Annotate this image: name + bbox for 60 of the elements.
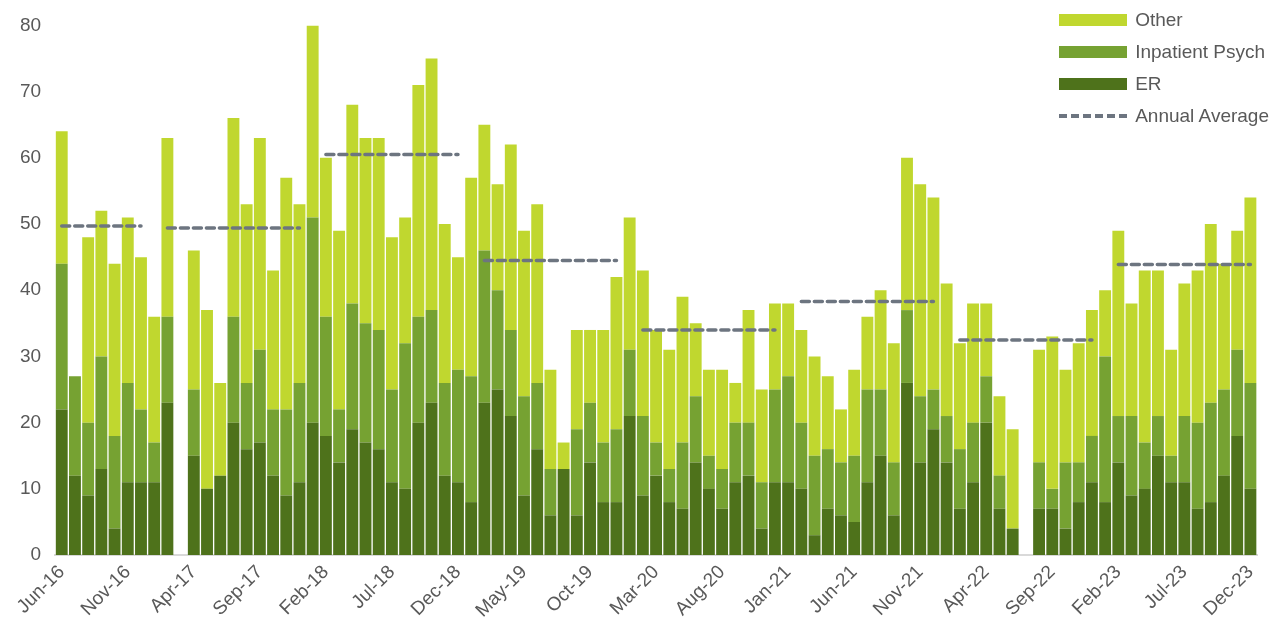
legend-label: Annual Average: [1135, 105, 1269, 127]
bar: [161, 137, 174, 317]
bar: [874, 389, 887, 456]
bar: [425, 310, 438, 403]
bar: [901, 310, 913, 383]
bar: [676, 442, 689, 509]
legend-label: Inpatient Psych: [1135, 41, 1266, 63]
bar: [993, 396, 1006, 476]
bar: [755, 482, 768, 529]
bar: [980, 376, 993, 423]
bar: [676, 508, 689, 556]
bar: [1125, 303, 1138, 417]
bar: [293, 382, 306, 483]
y-tick-label: 40: [19, 278, 42, 300]
bar: [1059, 528, 1072, 556]
y-tick-label: 80: [19, 13, 42, 35]
bar: [676, 296, 689, 443]
bar: [887, 462, 900, 516]
bar: [623, 349, 636, 417]
bar: [359, 137, 372, 324]
bar: [293, 482, 306, 556]
bar: [293, 204, 306, 383]
bar: [993, 475, 1006, 509]
bar: [1059, 369, 1072, 463]
bar: [610, 502, 623, 556]
bar: [359, 323, 372, 443]
bar: [1125, 416, 1138, 496]
bar: [610, 277, 623, 430]
bar: [808, 455, 821, 536]
bar: [544, 469, 557, 516]
y-tick-label: 50: [19, 212, 42, 234]
bar: [742, 475, 755, 556]
y-tick-label: 70: [19, 79, 42, 101]
bar: [557, 442, 570, 470]
bar: [1059, 462, 1072, 529]
bar: [808, 356, 821, 456]
bar: [808, 535, 821, 556]
bar: [425, 58, 438, 311]
bar: [227, 316, 240, 423]
bar: [1006, 528, 1019, 556]
y-tick-label: 10: [19, 477, 42, 499]
legend-label: Other: [1135, 9, 1183, 31]
bar: [161, 316, 174, 403]
bar: [742, 310, 755, 423]
bar: [610, 429, 623, 503]
bar: [742, 422, 755, 476]
legend-label: ER: [1135, 73, 1162, 95]
bar: [55, 131, 68, 264]
y-tick-label: 20: [19, 410, 42, 432]
bar: [993, 508, 1006, 556]
bar: [1006, 429, 1019, 529]
bar: [227, 118, 240, 317]
bar: [359, 442, 372, 556]
bar: [187, 389, 200, 456]
y-tick-label: 30: [19, 344, 42, 366]
bar: [425, 402, 438, 556]
bar: [1125, 495, 1138, 556]
y-tick-label: 60: [19, 146, 42, 168]
bar: [755, 389, 768, 483]
y-tick-label: 0: [30, 543, 42, 565]
